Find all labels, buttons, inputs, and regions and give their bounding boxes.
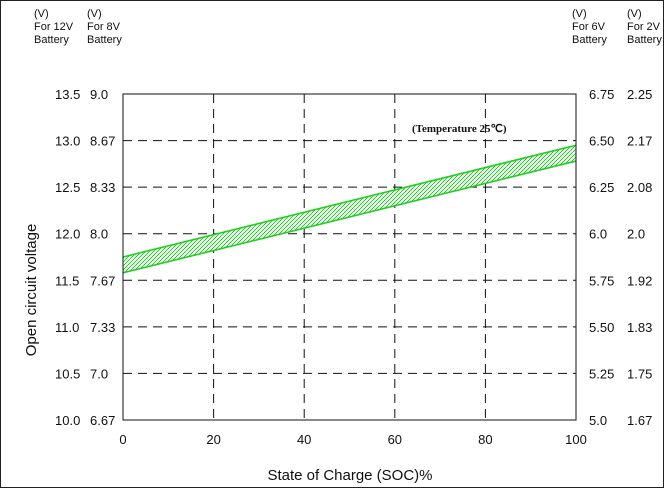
voltage-band-lower-line bbox=[122, 160, 577, 274]
plot-area-border bbox=[122, 93, 577, 421]
left-axis-2-header: (V) bbox=[87, 8, 102, 20]
x-axis-tick-label: 100 bbox=[565, 432, 587, 447]
left-axis-1-tick-label: 10.5 bbox=[55, 366, 80, 381]
x-axis-tick-label: 20 bbox=[206, 432, 220, 447]
right-axis-1-tick-label: 5.50 bbox=[589, 320, 614, 335]
right-axis-1-tick-label: 5.75 bbox=[589, 273, 614, 288]
y-axis-title: Open circuit voltage bbox=[23, 224, 40, 357]
left-axis-2-header: For 8V bbox=[87, 21, 121, 33]
left-axis-1-tick-label: 10.0 bbox=[55, 413, 80, 428]
voltage-band bbox=[123, 145, 576, 273]
left-axis-2-tick-label: 7.67 bbox=[90, 273, 115, 288]
left-axis-2-header: Battery bbox=[87, 34, 122, 46]
right-axis-1-header: For 6V bbox=[572, 21, 606, 33]
left-axis-1-tick-label: 12.0 bbox=[55, 227, 80, 242]
right-axis-1-tick-label: 6.50 bbox=[589, 134, 614, 149]
right-axis-1-header: Battery bbox=[572, 34, 607, 46]
right-axis-2-header: For 2V bbox=[627, 21, 661, 33]
right-axis-1-tick-label: 5.25 bbox=[589, 366, 614, 381]
x-axis-tick-label: 0 bbox=[119, 432, 126, 447]
left-axis-2-tick-label: 7.33 bbox=[90, 320, 115, 335]
x-axis-title: State of Charge (SOC)% bbox=[267, 467, 432, 484]
left-axis-2-tick-label: 8.33 bbox=[90, 180, 115, 195]
right-axis-2-tick-label: 1.75 bbox=[627, 366, 652, 381]
right-axis-2-header: Battery bbox=[627, 34, 662, 46]
right-axis-1-header: (V) bbox=[572, 8, 587, 20]
left-axis-1-header: (V) bbox=[34, 8, 49, 20]
left-axis-2-tick-label: 9.0 bbox=[90, 87, 108, 102]
right-axis-2-tick-label: 2.0 bbox=[627, 227, 645, 242]
left-axis-2-tick-label: 6.67 bbox=[90, 413, 115, 428]
left-axis-1-tick-label: 13.0 bbox=[55, 134, 80, 149]
left-axis-1-tick-label: 11.5 bbox=[55, 273, 79, 288]
left-axis-2-tick-label: 8.0 bbox=[90, 227, 108, 242]
left-axis-2-tick-label: 8.67 bbox=[90, 134, 115, 149]
left-axis-1-tick-label: 12.5 bbox=[55, 180, 80, 195]
voltage-band-upper-line bbox=[122, 144, 577, 258]
left-axis-1-header: Battery bbox=[34, 34, 69, 46]
right-axis-1-tick-label: 6.75 bbox=[589, 87, 614, 102]
right-axis-1-tick-label: 5.0 bbox=[589, 413, 607, 428]
left-axis-1-tick-label: 13.5 bbox=[55, 87, 80, 102]
x-axis-tick-label: 80 bbox=[478, 432, 492, 447]
x-axis-tick-label: 40 bbox=[297, 432, 311, 447]
right-axis-2-tick-label: 2.17 bbox=[627, 134, 652, 149]
right-axis-2-tick-label: 1.83 bbox=[627, 320, 652, 335]
left-axis-2-tick-label: 7.0 bbox=[90, 366, 108, 381]
right-axis-2-tick-label: 2.08 bbox=[627, 180, 652, 195]
left-axis-1-tick-label: 11.0 bbox=[55, 320, 79, 335]
right-axis-2-tick-label: 2.25 bbox=[627, 87, 652, 102]
right-axis-2-tick-label: 1.67 bbox=[627, 413, 652, 428]
right-axis-2-header: (V) bbox=[627, 8, 642, 20]
x-axis-tick-label: 60 bbox=[388, 432, 402, 447]
right-axis-1-tick-label: 6.25 bbox=[589, 180, 614, 195]
left-axis-1-header: For 12V bbox=[34, 21, 74, 33]
right-axis-2-tick-label: 1.92 bbox=[627, 273, 652, 288]
temperature-annotation: (Temperature 25℃) bbox=[412, 123, 507, 135]
right-axis-1-tick-label: 6.0 bbox=[589, 227, 607, 242]
